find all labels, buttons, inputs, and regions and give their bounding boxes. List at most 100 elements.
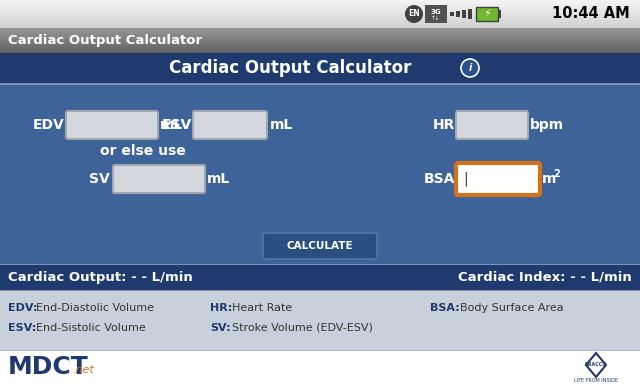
Text: .net: .net <box>72 365 93 375</box>
Bar <box>450 12 454 16</box>
Bar <box>0 290 640 291</box>
Text: EN: EN <box>408 10 420 18</box>
Text: ⚡: ⚡ <box>483 9 491 19</box>
Bar <box>0 52 640 53</box>
Circle shape <box>461 59 479 77</box>
Text: Cardiac Output Calculator: Cardiac Output Calculator <box>8 34 202 47</box>
Text: MDCT: MDCT <box>8 355 89 379</box>
Text: EDV: EDV <box>33 118 65 132</box>
Text: BRACCO: BRACCO <box>585 362 607 367</box>
Text: HR:: HR: <box>210 303 232 313</box>
Bar <box>0 16 640 17</box>
Circle shape <box>405 5 423 23</box>
Bar <box>462 10 466 18</box>
Text: Cardiac Output Calculator: Cardiac Output Calculator <box>169 59 411 77</box>
Bar <box>425 5 447 23</box>
Text: Heart Rate: Heart Rate <box>232 303 292 313</box>
FancyBboxPatch shape <box>456 163 540 195</box>
FancyBboxPatch shape <box>456 111 528 139</box>
Bar <box>0 48 640 49</box>
Bar <box>0 22 640 23</box>
Text: LIFE FROM INSIDE: LIFE FROM INSIDE <box>574 379 618 384</box>
Bar <box>0 8 640 9</box>
Bar <box>0 10 640 11</box>
Bar <box>0 5 640 6</box>
Bar <box>0 2 640 3</box>
Bar <box>0 37 640 38</box>
FancyBboxPatch shape <box>113 165 205 193</box>
Bar <box>0 49 640 50</box>
Bar <box>0 31 640 32</box>
Bar <box>0 32 640 33</box>
Text: ESV:: ESV: <box>8 323 36 333</box>
Polygon shape <box>586 353 606 377</box>
Bar <box>0 350 640 351</box>
Bar <box>0 12 640 13</box>
Bar <box>0 39 640 40</box>
Bar <box>0 43 640 44</box>
Bar <box>0 46 640 47</box>
Text: Stroke Volume (EDV-ESV): Stroke Volume (EDV-ESV) <box>232 323 373 333</box>
Text: mL: mL <box>207 172 230 186</box>
Text: mL: mL <box>160 118 183 132</box>
Text: BSA:: BSA: <box>430 303 460 313</box>
Bar <box>0 24 640 25</box>
Text: i: i <box>468 63 472 73</box>
Text: ESV: ESV <box>162 118 192 132</box>
Bar <box>0 41 640 42</box>
Bar <box>0 20 640 21</box>
Bar <box>0 15 640 16</box>
Bar <box>476 7 498 21</box>
Bar <box>0 350 640 384</box>
Text: or else use: or else use <box>100 144 186 158</box>
Text: m: m <box>542 172 556 186</box>
Bar <box>0 35 640 36</box>
Bar <box>0 34 640 35</box>
Text: bpm: bpm <box>530 118 564 132</box>
Bar <box>0 1 640 2</box>
Bar <box>0 36 640 37</box>
Bar <box>0 27 640 28</box>
Bar <box>0 50 640 51</box>
Bar <box>0 42 640 43</box>
Bar <box>0 83 640 85</box>
Bar <box>0 53 640 83</box>
Bar <box>468 9 472 19</box>
Bar <box>0 11 640 12</box>
Bar <box>0 23 640 24</box>
Bar <box>0 3 640 4</box>
Text: End-Diastolic Volume: End-Diastolic Volume <box>36 303 154 313</box>
Text: SV: SV <box>89 172 110 186</box>
Bar <box>0 28 640 29</box>
Bar <box>0 0 640 1</box>
Bar <box>0 40 640 41</box>
Bar <box>0 4 640 5</box>
Bar <box>0 14 640 15</box>
Bar <box>0 18 640 19</box>
Text: 3G: 3G <box>431 9 442 15</box>
Text: End-Sistolic Volume: End-Sistolic Volume <box>36 323 146 333</box>
Text: BSA: BSA <box>424 172 455 186</box>
Text: HR: HR <box>433 118 455 132</box>
Bar <box>0 17 640 18</box>
Bar <box>0 19 640 20</box>
Text: 2: 2 <box>553 169 560 179</box>
Bar <box>0 29 640 30</box>
Bar <box>0 44 640 45</box>
Text: CALCULATE: CALCULATE <box>287 241 353 251</box>
Bar <box>0 6 640 7</box>
Text: EDV:: EDV: <box>8 303 38 313</box>
Bar <box>0 33 640 34</box>
Bar <box>0 26 640 27</box>
Bar <box>0 25 640 26</box>
Text: Cardiac Output: - - L/min: Cardiac Output: - - L/min <box>8 270 193 283</box>
Bar <box>0 9 640 10</box>
Text: Cardiac Index: - - L/min: Cardiac Index: - - L/min <box>458 270 632 283</box>
Text: mL: mL <box>270 118 293 132</box>
Bar <box>0 13 640 14</box>
Text: 10:44 AM: 10:44 AM <box>552 7 630 22</box>
Bar <box>0 264 640 265</box>
Bar <box>0 7 640 8</box>
Bar <box>0 264 640 290</box>
Bar <box>0 53 640 264</box>
